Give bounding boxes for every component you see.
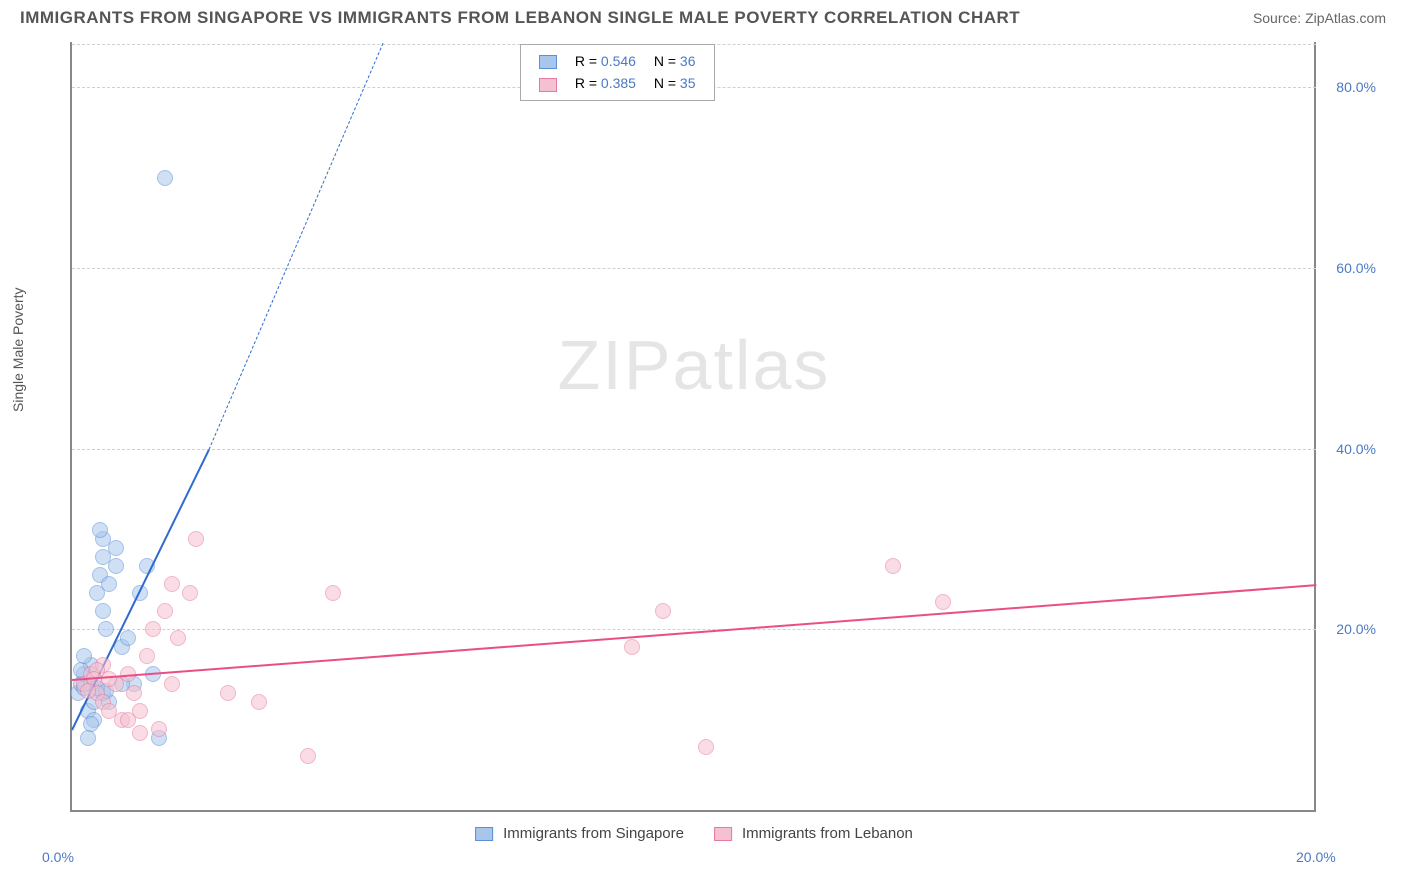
data-point — [92, 522, 108, 538]
data-point — [300, 748, 316, 764]
data-point — [120, 712, 136, 728]
gridline — [72, 268, 1316, 269]
data-point — [95, 603, 111, 619]
x-tick-label: 20.0% — [1296, 849, 1336, 865]
data-point — [126, 685, 142, 701]
y-tick-label: 20.0% — [1336, 621, 1376, 637]
data-point — [80, 730, 96, 746]
data-point — [325, 585, 341, 601]
data-point — [698, 739, 714, 755]
data-point — [139, 648, 155, 664]
data-point — [145, 621, 161, 637]
chart-title: IMMIGRANTS FROM SINGAPORE VS IMMIGRANTS … — [20, 8, 1020, 28]
data-point — [164, 676, 180, 692]
data-point — [164, 576, 180, 592]
y-tick-label: 60.0% — [1336, 260, 1376, 276]
data-point — [220, 685, 236, 701]
series-legend: Immigrants from Singapore Immigrants from… — [475, 825, 913, 842]
data-point — [188, 531, 204, 547]
gridline — [72, 449, 1316, 450]
right-axis-line — [1314, 42, 1316, 810]
watermark-text: ZIPatlas — [558, 325, 831, 405]
y-tick-label: 80.0% — [1336, 79, 1376, 95]
data-point — [182, 585, 198, 601]
scatter-plot: ZIPatlas Immigrants from SingaporeImmigr… — [70, 42, 1316, 812]
data-point — [251, 694, 267, 710]
data-point — [157, 603, 173, 619]
data-point — [98, 621, 114, 637]
x-tick-label: 0.0% — [42, 849, 74, 865]
data-point — [624, 639, 640, 655]
data-point — [83, 716, 99, 732]
data-point — [80, 683, 96, 699]
trend-line — [208, 42, 383, 449]
data-point — [120, 630, 136, 646]
source-label: Source: ZipAtlas.com — [1253, 10, 1386, 26]
stats-legend: R = 0.546 N = 36R = 0.385 N = 35 — [520, 44, 715, 101]
data-point — [655, 603, 671, 619]
trend-line — [72, 584, 1316, 681]
data-point — [157, 170, 173, 186]
data-point — [885, 558, 901, 574]
data-point — [101, 576, 117, 592]
gridline — [72, 629, 1316, 630]
legend-item: Immigrants from Lebanon — [714, 825, 913, 842]
y-tick-label: 40.0% — [1336, 441, 1376, 457]
data-point — [170, 630, 186, 646]
data-point — [108, 558, 124, 574]
data-point — [108, 540, 124, 556]
legend-item: Immigrants from Singapore — [475, 825, 684, 842]
y-axis-label: Single Male Poverty — [10, 287, 26, 412]
data-point — [76, 648, 92, 664]
data-point — [132, 725, 148, 741]
chart-container: Single Male Poverty ZIPatlas Immigrants … — [20, 32, 1386, 852]
data-point — [935, 594, 951, 610]
data-point — [151, 721, 167, 737]
